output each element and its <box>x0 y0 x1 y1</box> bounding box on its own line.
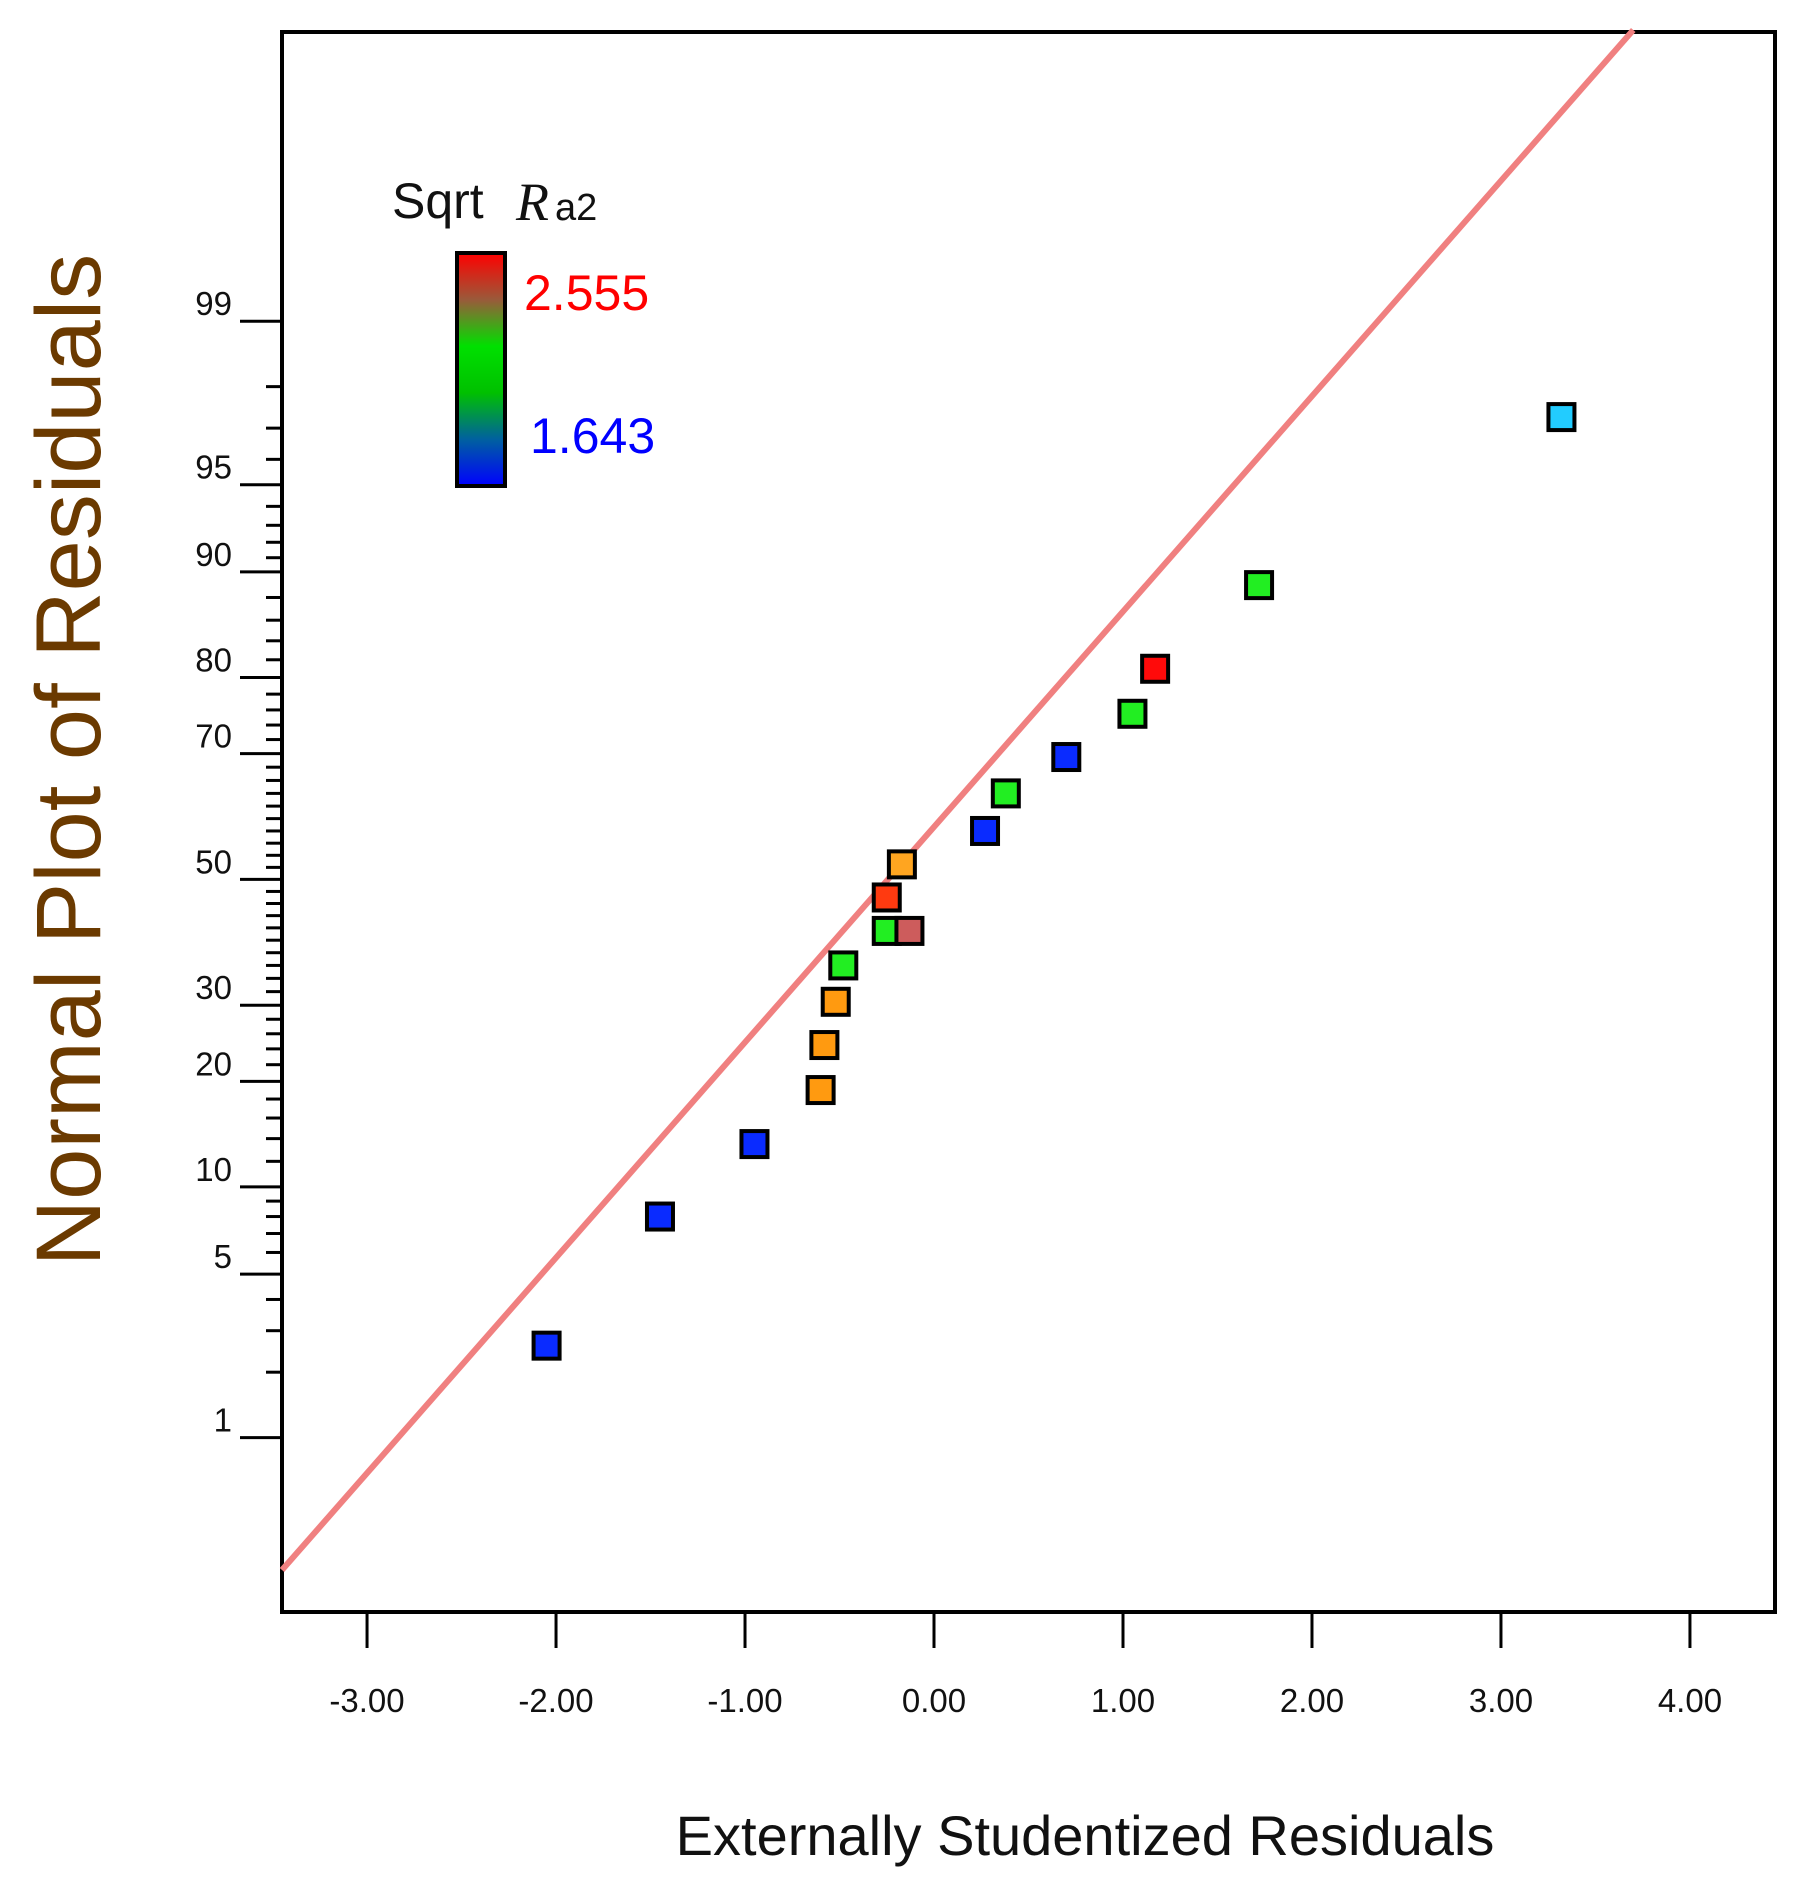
data-point <box>531 1330 562 1361</box>
data-point <box>886 849 917 880</box>
y-tick-label: 50 <box>195 843 232 880</box>
data-point <box>871 882 902 913</box>
data-point <box>1546 402 1577 433</box>
data-point <box>1051 742 1082 773</box>
legend-subscript: a2 <box>555 187 597 229</box>
data-point <box>739 1129 770 1160</box>
y-tick-label: 20 <box>195 1045 232 1082</box>
x-tick-label: 1.00 <box>1091 1682 1155 1719</box>
y-tick-label: 99 <box>195 285 232 322</box>
x-tick-label: 0.00 <box>902 1682 966 1719</box>
y-tick-label: 1 <box>214 1402 232 1439</box>
data-point <box>805 1075 836 1106</box>
x-axis-title: Externally Studentized Residuals <box>676 1804 1495 1867</box>
y-tick-label: 10 <box>195 1151 232 1188</box>
x-tick-label: 4.00 <box>1658 1682 1722 1719</box>
y-tick-label: 90 <box>195 536 232 573</box>
data-point <box>970 815 1001 846</box>
data-point <box>828 950 859 981</box>
x-tick-label: 3.00 <box>1469 1682 1533 1719</box>
data-point <box>990 778 1021 809</box>
legend-symbol: R <box>515 172 549 232</box>
x-tick-label: -3.00 <box>329 1682 404 1719</box>
x-tick-label: -2.00 <box>518 1682 593 1719</box>
data-point <box>644 1201 675 1232</box>
y-tick-label: 95 <box>195 449 232 486</box>
data-point <box>820 986 851 1017</box>
reference-line <box>279 28 1636 1572</box>
y-tick-label: 30 <box>195 969 232 1006</box>
legend-min-label: 1.643 <box>530 408 655 464</box>
data-point <box>894 915 925 946</box>
y-tick-label: 70 <box>195 718 232 755</box>
legend-color-bar <box>455 251 507 488</box>
x-tick-label: -1.00 <box>707 1682 782 1719</box>
y-tick-label: 80 <box>195 641 232 678</box>
y-axis-title: Normal Plot of Residuals <box>18 254 120 1266</box>
y-tick-label: 5 <box>214 1238 232 1275</box>
data-point <box>1140 653 1171 684</box>
data-point <box>809 1030 840 1061</box>
plot-frame <box>280 30 1777 1614</box>
data-point <box>1117 698 1148 729</box>
legend-max-label: 2.555 <box>524 265 649 321</box>
legend-title: Sqrt <box>392 173 484 229</box>
data-point <box>1244 570 1275 601</box>
x-tick-label: 2.00 <box>1280 1682 1344 1719</box>
